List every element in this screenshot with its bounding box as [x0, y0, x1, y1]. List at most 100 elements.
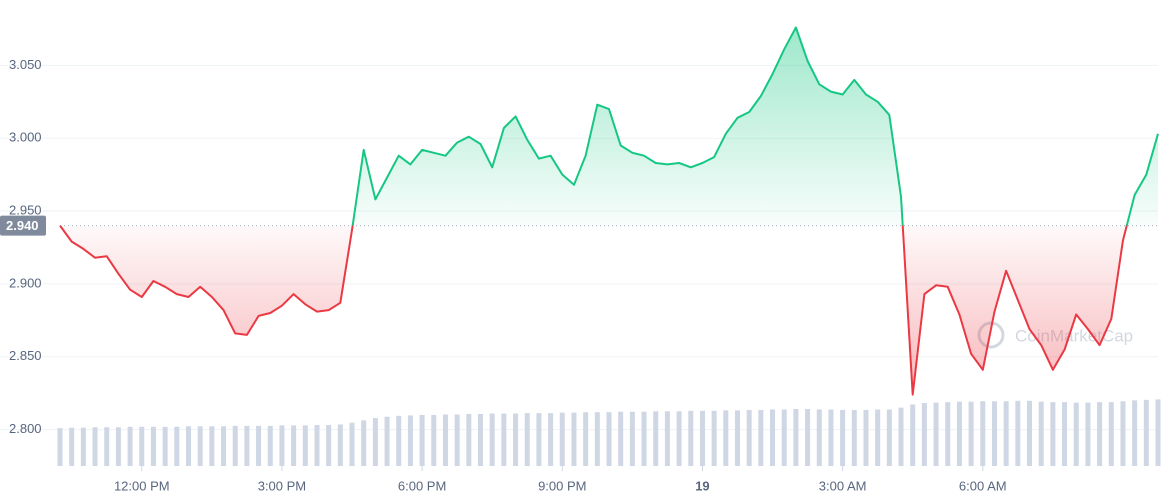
volume-bar	[1015, 400, 1021, 466]
volume-bar	[396, 415, 402, 466]
x-tick-label: 6:00 PM	[398, 478, 446, 493]
volume-bar	[372, 418, 378, 466]
volume-bar	[185, 426, 191, 466]
volume-bar	[886, 409, 892, 466]
volume-bar	[594, 412, 600, 466]
volume-bar	[816, 409, 822, 466]
baseline-label: 2.940	[6, 218, 39, 233]
volume-bar	[267, 425, 273, 466]
volume-bar	[279, 425, 285, 466]
volume-bar	[758, 409, 764, 466]
volume-bar	[664, 411, 670, 466]
volume-bar	[805, 409, 811, 466]
volume-bar	[407, 415, 413, 466]
x-tick-label: 9:00 PM	[538, 478, 586, 493]
volume-bar	[127, 426, 133, 466]
volume-bar	[699, 410, 705, 466]
volume-bar	[1132, 400, 1138, 466]
volume-bar	[910, 404, 916, 466]
y-tick-label: 2.950	[9, 202, 42, 217]
volume-bar	[770, 409, 776, 466]
volume-bar	[326, 424, 332, 466]
y-tick-label: 3.050	[9, 57, 42, 72]
volume-bar	[933, 402, 939, 466]
volume-bar	[606, 412, 612, 466]
volume-bar	[688, 410, 694, 466]
y-tick-label: 2.900	[9, 275, 42, 290]
volume-bar	[291, 425, 297, 466]
volume-bar	[536, 413, 542, 466]
volume-bar	[139, 426, 145, 466]
volume-bar	[337, 424, 343, 466]
volume-bar	[314, 424, 320, 466]
volume-bar	[69, 427, 75, 466]
volume-bar	[57, 428, 63, 466]
volume-bar	[851, 409, 857, 466]
volume-bar	[1085, 402, 1091, 466]
y-tick-label: 2.800	[9, 421, 42, 436]
volume-bar	[524, 413, 530, 466]
volume-bar	[454, 414, 460, 466]
volume-bar	[361, 420, 367, 466]
volume-bar	[746, 409, 752, 466]
volume-bar	[115, 427, 121, 466]
volume-bar	[676, 411, 682, 466]
x-tick-label: 12:00 PM	[114, 478, 170, 493]
y-tick-label: 2.850	[9, 348, 42, 363]
volume-bar	[1097, 402, 1103, 466]
volume-bar	[793, 409, 799, 466]
volume-bar	[980, 401, 986, 466]
volume-bar	[583, 412, 589, 466]
volume-bar	[466, 414, 472, 466]
volume-bar	[431, 414, 437, 466]
volume-bar	[968, 401, 974, 466]
volume-bar	[1120, 401, 1126, 466]
volume-bar	[641, 411, 647, 466]
volume-bar	[1050, 402, 1056, 466]
volume-bar	[711, 410, 717, 466]
volume-bar	[723, 410, 729, 466]
volume-bar	[349, 422, 355, 466]
volume-bar	[256, 425, 262, 466]
volume-bar	[174, 426, 180, 466]
x-tick-label: 6:00 AM	[959, 478, 1007, 493]
volume-bar	[875, 409, 881, 466]
volume-bar	[501, 413, 507, 466]
price-line	[59, 26, 1159, 396]
volume-bar	[302, 425, 308, 466]
x-tick-label: 19	[695, 478, 709, 493]
volume-bar	[1027, 400, 1033, 466]
volume-bar	[898, 407, 904, 466]
volume-bar	[734, 410, 740, 466]
volume-bar	[232, 425, 238, 466]
volume-bar	[1073, 402, 1079, 466]
x-tick-label: 3:00 AM	[819, 478, 867, 493]
volume-bar	[1003, 401, 1009, 466]
volume-bar	[840, 409, 846, 466]
volume-bar	[1038, 401, 1044, 466]
volume-bar	[1143, 399, 1149, 466]
volume-bar	[548, 413, 554, 466]
volume-bar	[1155, 399, 1161, 466]
volume-bar	[618, 411, 624, 466]
volume-bar	[162, 426, 168, 466]
baseline-label-box	[0, 215, 46, 236]
volume-bar	[991, 401, 997, 466]
volume-bar	[104, 427, 110, 466]
volume-bar	[478, 414, 484, 466]
volume-bar	[781, 409, 787, 466]
volume-bar	[828, 409, 834, 466]
volume-bar	[92, 427, 98, 466]
y-tick-label: 3.000	[9, 130, 42, 145]
x-tick-label: 3:00 PM	[258, 478, 306, 493]
volume-bar	[150, 426, 156, 466]
volume-bar	[571, 412, 577, 466]
volume-bar	[442, 414, 448, 466]
volume-bar	[1108, 402, 1114, 466]
volume-bar	[559, 412, 565, 466]
volume-bar	[629, 411, 635, 466]
volume-bar	[653, 411, 659, 466]
volume-bar	[244, 425, 250, 466]
volume-bar	[384, 416, 390, 466]
